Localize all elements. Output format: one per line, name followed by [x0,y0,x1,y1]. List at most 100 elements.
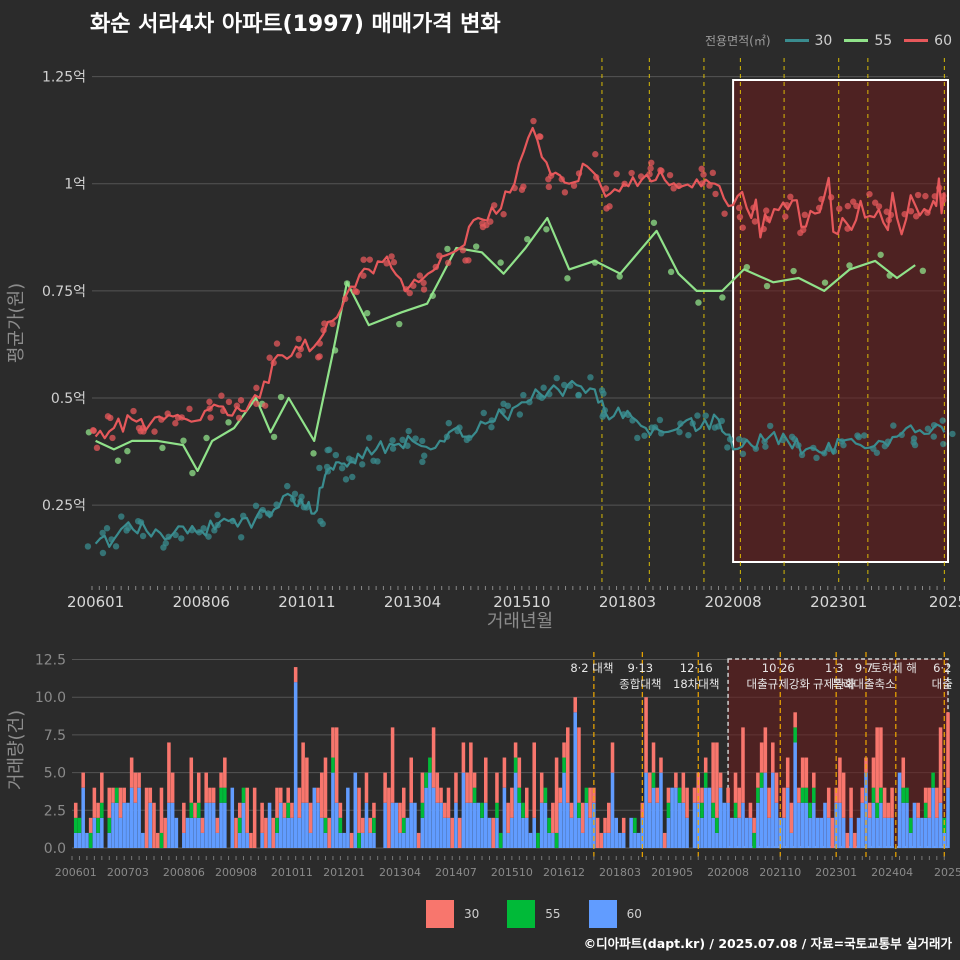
volume-bar-60 [290,817,294,848]
volume-bar-60 [517,802,522,848]
volume-bar-60 [435,802,440,848]
scatter-point-30 [600,390,607,397]
volume-bar-60 [700,817,704,848]
volume-bar-60 [476,802,481,848]
scatter-point-30 [724,444,731,451]
scatter-point-55 [277,393,285,401]
scatter-point-60 [360,272,367,279]
volume-bar-30 [387,787,391,848]
volume-bar-30 [648,772,652,803]
policy-annotation-4-0: 1·3 [825,661,843,675]
volume-bar-55 [562,757,566,773]
scatter-point-30 [516,411,524,418]
volume-bar-30 [465,772,469,803]
scatter-point-60 [797,229,804,237]
volume-bar-60 [196,817,201,848]
volume-bar-30 [148,787,153,803]
volume-bar-60 [133,802,138,848]
volume-x-tick-label-15: 202404 [871,866,913,879]
volume-bar-30 [525,787,529,818]
volume-bar-30 [752,817,756,833]
volume-bar-30 [96,802,100,818]
volume-bar-55 [513,757,518,773]
volume-bar-60 [711,817,715,848]
volume-bar-60 [442,817,447,848]
volume-bar-60 [521,817,525,848]
scatter-point-30 [767,422,774,430]
scatter-point-60 [295,352,302,359]
volume-bar-30 [748,802,753,818]
volume-bar-60 [558,802,563,848]
scatter-point-60 [782,213,789,220]
volume-bar-30 [662,832,667,848]
volume-legend-item-30: 30 [426,900,479,928]
volume-bar-55 [96,817,100,833]
scatter-point-30 [389,445,397,452]
volume-bar-60 [170,802,175,848]
volume-bar-60 [569,817,574,848]
scatter-point-55 [719,294,726,301]
volume-bar-30 [610,742,615,773]
scatter-point-30 [421,452,428,459]
scatter-point-30 [939,417,946,424]
volume-bar-60 [275,832,279,848]
series-line-30 [94,379,946,548]
volume-bar-30 [398,802,402,833]
scatter-point-30 [118,513,125,520]
volume-bar-60 [211,802,216,848]
x-tick-label-8: 2025 [929,593,960,611]
volume-bar-30 [871,757,876,788]
scatter-point-60 [721,210,728,217]
volume-x-tick-label-7: 201407 [435,866,477,879]
volume-x-tick-label-2: 200806 [163,866,205,879]
volume-bar-60 [826,817,831,848]
volume-bar-60 [77,832,82,848]
volume-bar-55 [923,802,928,818]
volume-bar-30 [867,802,872,818]
volume-bar-30 [327,817,331,848]
volume-bar-55 [703,772,708,788]
volume-bar-30 [390,727,395,803]
scatter-point-60 [545,183,553,191]
scatter-point-60 [420,279,427,287]
volume-bar-30 [599,832,604,848]
scatter-point-30 [214,511,221,519]
volume-x-tick-label-9: 201612 [543,866,585,879]
volume-bar-30 [152,802,156,848]
volume-bar-30 [681,772,686,803]
volume-bar-30 [245,787,249,833]
volume-bar-60 [562,772,566,848]
volume-bar-60 [879,802,883,848]
volume-bar-55 [812,787,816,803]
legend-item-30: 30 [784,33,832,49]
volume-bar-60 [219,802,223,848]
volume-bar-60 [92,817,97,848]
volume-bar-30 [122,787,126,803]
scatter-point-55 [877,251,884,258]
scatter-point-30 [634,434,641,442]
volume-bar-60 [715,832,719,848]
scatter-point-60 [93,444,101,452]
scatter-point-30 [162,540,170,547]
volume-bar-30 [308,802,313,833]
volume-bar-30 [383,772,387,803]
volume-bar-30 [223,757,227,788]
volume-bar-60 [167,802,171,848]
volume-bar-60 [577,817,581,848]
scatter-point-60 [360,256,367,263]
volume-bar-30 [726,787,730,803]
scatter-point-30 [332,451,340,459]
volume-bar-55 [88,832,93,848]
volume-bar-60 [245,832,249,848]
scatter-point-30 [739,450,747,458]
scatter-point-30 [349,473,356,481]
volume-bar-60 [208,802,212,848]
scatter-point-60 [739,224,746,231]
scatter-point-60 [545,176,552,183]
volume-bar-30 [700,787,704,803]
volume-bar-60 [193,817,197,848]
policy-annotation-7-1: 대출 [932,677,953,691]
scatter-point-30 [949,430,956,438]
volume-bar-55 [543,787,548,803]
volume-bar-30 [644,697,648,773]
